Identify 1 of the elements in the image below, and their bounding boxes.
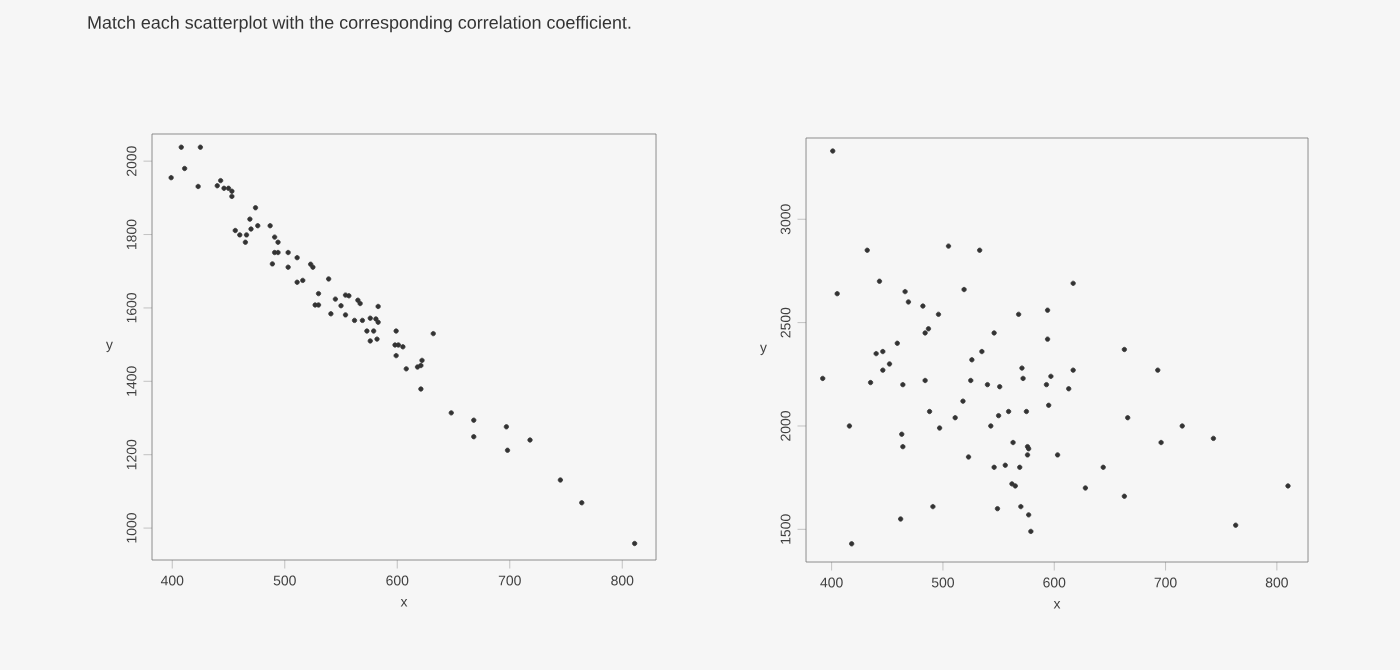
chart-title: Match each scatterplot with the corresponding correlation coefficient. — [88, 15, 631, 33]
